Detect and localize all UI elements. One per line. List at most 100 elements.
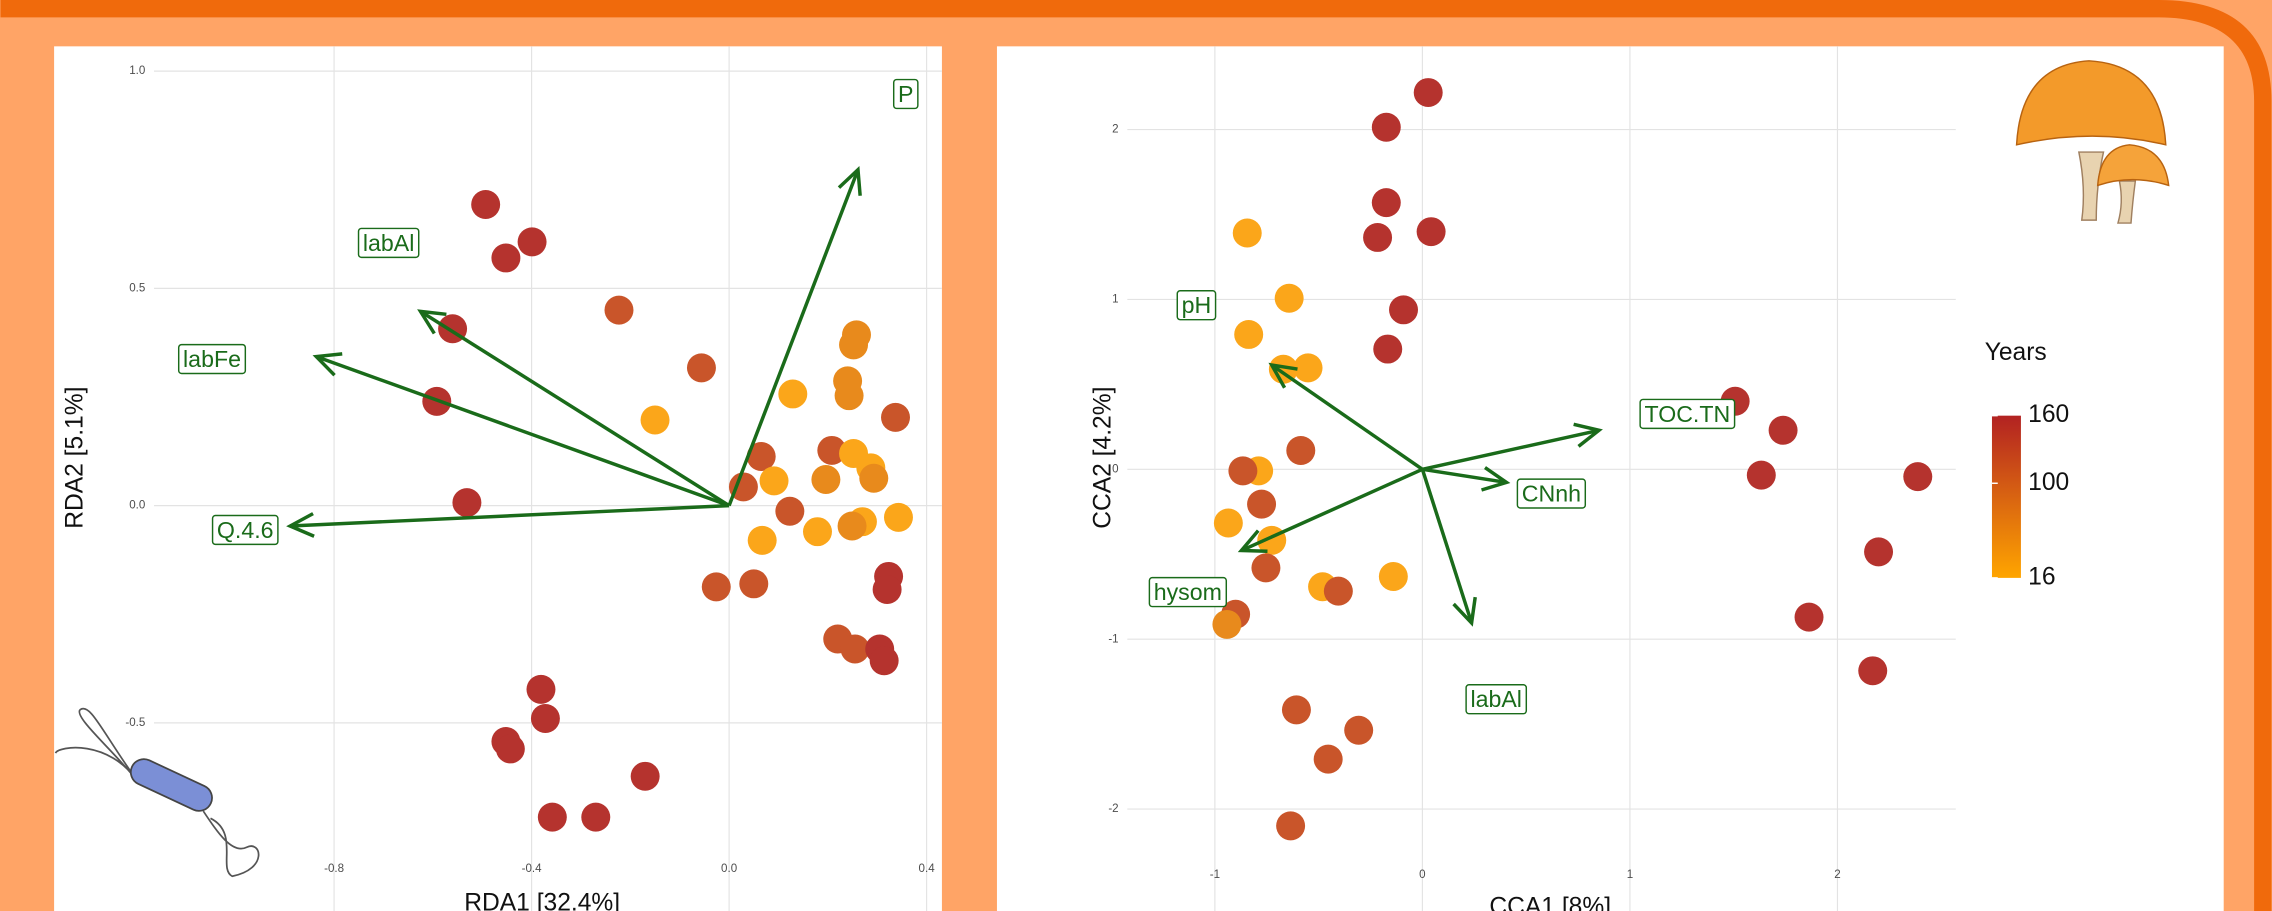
point	[640, 405, 670, 435]
panel	[54, 46, 942, 911]
point	[471, 190, 501, 219]
point	[883, 502, 913, 532]
point	[1344, 715, 1374, 745]
arrow-head	[1452, 596, 1477, 627]
point	[839, 330, 869, 360]
point	[1293, 353, 1323, 383]
point	[604, 295, 634, 325]
point	[1794, 602, 1824, 632]
point	[452, 488, 482, 518]
x-tick-label: 0.4	[919, 863, 936, 875]
x-axis-title: CCA1 [8%]	[1489, 894, 1611, 911]
arrow	[1422, 428, 1600, 472]
label-box	[1639, 398, 1736, 430]
x-tick-label: 0.0	[721, 863, 737, 875]
label-box	[1148, 576, 1228, 608]
point	[775, 496, 805, 526]
point	[1373, 334, 1403, 364]
point	[1281, 695, 1311, 725]
point	[1247, 489, 1277, 519]
point	[1746, 460, 1776, 490]
point	[869, 646, 899, 676]
x-tick-label: -0.8	[324, 863, 344, 875]
arrow	[1270, 363, 1424, 471]
point	[859, 463, 889, 493]
label-box	[1176, 290, 1217, 321]
points	[422, 190, 913, 832]
point	[837, 511, 867, 541]
legend-title: Years	[1985, 339, 2047, 366]
point	[840, 634, 870, 664]
point	[747, 525, 777, 555]
plot-left: -0.8 -0.4 0.0 0.4 -0.5 0.0 0.5 1.0 RDA1 [32.4%] R…	[61, 46, 942, 911]
x-tick-label: -0.4	[522, 863, 543, 875]
colorbar-label: 100	[2028, 469, 2069, 496]
point	[1274, 283, 1304, 313]
arrow-label: Q.4.6	[217, 517, 274, 543]
arrow	[1422, 467, 1507, 485]
arrow-head	[417, 309, 447, 335]
x-axis-title: RDA1 [32.4%]	[464, 889, 620, 911]
label-box	[211, 514, 279, 546]
point	[530, 704, 560, 734]
label-box	[357, 227, 420, 259]
point	[1232, 218, 1262, 248]
point	[1371, 112, 1401, 142]
arrow	[315, 354, 730, 508]
y-tick-label: -0.5	[125, 717, 145, 729]
point	[491, 243, 521, 273]
label-box	[892, 78, 919, 110]
label-box	[1465, 684, 1528, 715]
point	[1371, 188, 1401, 218]
point	[1768, 415, 1798, 445]
point	[1864, 537, 1894, 567]
arrow-label: TOC.TN	[1644, 401, 1730, 427]
point	[1858, 656, 1888, 686]
y-tick-label: 2	[1112, 124, 1118, 136]
y-axis-title: RDA2 [5.1%]	[61, 387, 88, 529]
point	[881, 402, 910, 432]
arrow-head	[1481, 466, 1511, 492]
x-tick-label: 1	[1627, 869, 1633, 881]
arrow-head	[286, 512, 315, 538]
arrow-label: labAl	[1470, 686, 1522, 712]
point	[1286, 435, 1316, 465]
arrow	[727, 169, 860, 507]
label-box	[1516, 478, 1587, 509]
arrow-label: CNnh	[1522, 481, 1581, 507]
y-tick-label: -1	[1108, 633, 1118, 645]
point	[1378, 562, 1408, 592]
point	[526, 674, 556, 704]
point	[517, 227, 547, 257]
point	[1234, 319, 1264, 349]
y-tick-label: 0.0	[129, 500, 145, 512]
arrow-label: P	[898, 81, 913, 107]
arrow-label: hysom	[1154, 579, 1222, 605]
point	[701, 572, 731, 602]
arrow-label: labAl	[363, 230, 415, 256]
point	[686, 353, 716, 383]
x-tick-label: 0	[1419, 869, 1425, 881]
point	[630, 761, 660, 791]
label-box	[177, 343, 247, 375]
bacterium-icon	[54, 707, 260, 878]
x-tick-label: -1	[1210, 869, 1220, 881]
x-tick-label: 2	[1834, 869, 1840, 881]
y-axis-title: CCA2 [4.2%]	[1090, 387, 1117, 529]
arrow-head	[1237, 529, 1268, 554]
point	[739, 569, 769, 599]
arrow-label: labFe	[183, 346, 241, 372]
y-tick-label: 1	[1112, 294, 1118, 306]
point	[1213, 508, 1243, 538]
plot-right: -1 0 1 2 -2 -1 0 1 2 CCA1 [8%] CCA2 [4.2%] TOC.TN CN…	[1090, 46, 1956, 911]
point	[1228, 456, 1258, 486]
point	[778, 379, 808, 409]
arrow	[419, 309, 731, 508]
y-tick-label: 1.0	[129, 65, 145, 77]
point	[834, 381, 864, 411]
point	[1389, 295, 1418, 325]
arrow	[1420, 468, 1474, 624]
mushroom-icon	[2015, 60, 2170, 224]
